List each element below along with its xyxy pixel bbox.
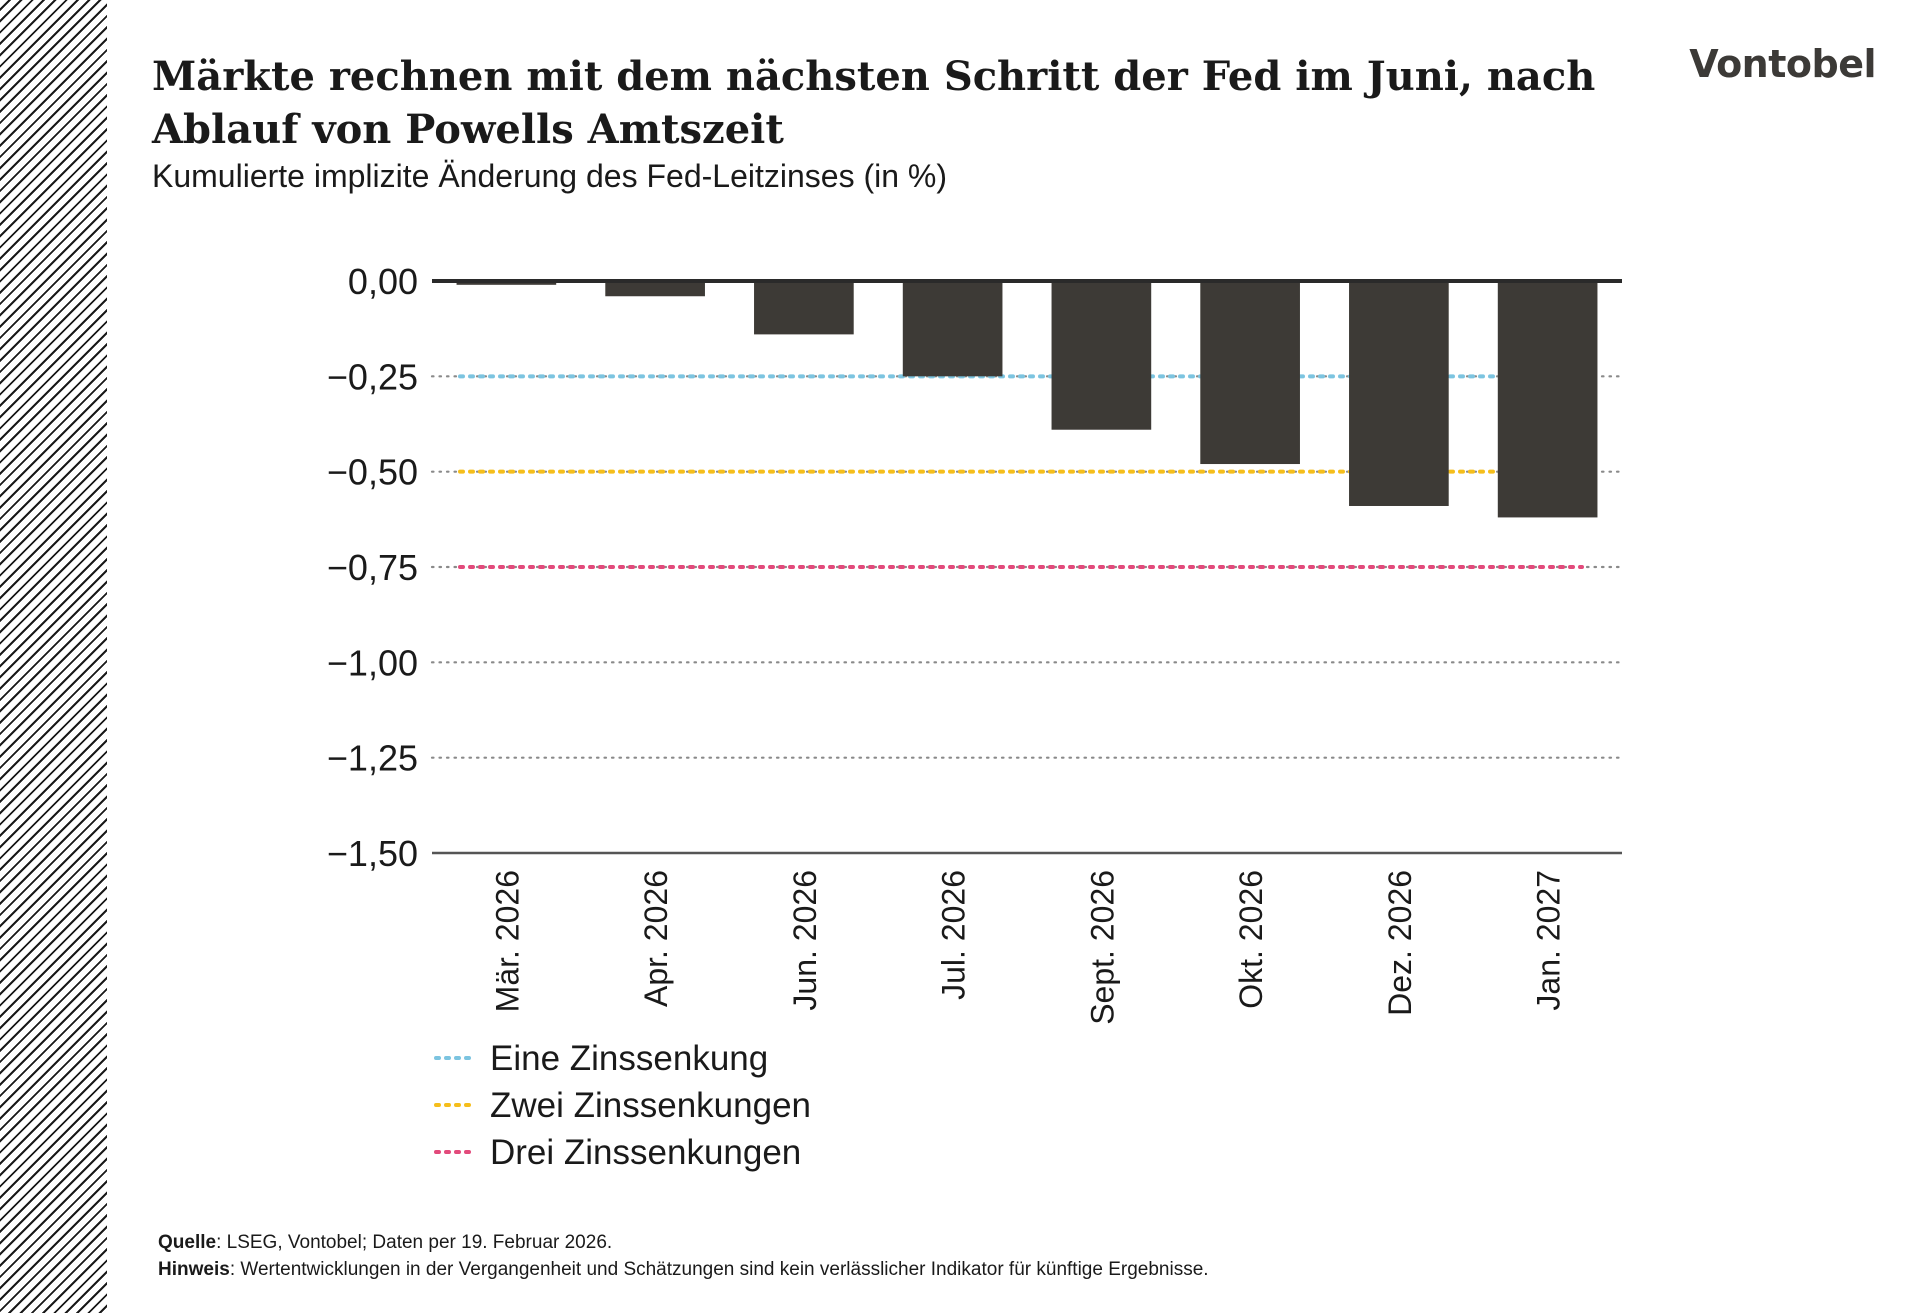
y-tick-label: −1,25	[327, 738, 418, 779]
bar	[1200, 281, 1300, 465]
legend-label: Zwei Zinssenkungen	[490, 1086, 811, 1125]
y-tick-label: −0,25	[327, 356, 418, 397]
x-tick-label: Jul. 2026	[936, 870, 972, 1000]
source-label: Quelle	[158, 1232, 217, 1253]
footnotes: Quelle: LSEG, Vontobel; Daten per 19. Fe…	[158, 1229, 1209, 1283]
vontobel-logo: Vontobel	[1689, 42, 1876, 86]
bar	[605, 281, 705, 297]
x-tick-label: Dez. 2026	[1382, 870, 1418, 1016]
x-tick-label: Jun. 2026	[787, 870, 823, 1011]
bar	[1497, 281, 1598, 518]
bar	[754, 281, 854, 335]
y-tick-label: −1,50	[327, 833, 418, 874]
x-tick-label: Apr. 2026	[638, 870, 674, 1007]
x-tick-label: Mär. 2026	[489, 870, 525, 1012]
bar	[1051, 281, 1152, 430]
y-tick-label: −0,75	[327, 547, 418, 588]
chart-title: Märkte rechnen mit dem nächsten Schritt …	[152, 53, 1596, 153]
note-label: Hinweis	[158, 1259, 230, 1280]
legend-label: Eine Zinssenkung	[490, 1039, 768, 1078]
x-tick-label: Okt. 2026	[1233, 870, 1269, 1009]
chart-subtitle: Kumulierte implizite Änderung des Fed-Le…	[152, 158, 948, 194]
legend-label: Drei Zinssenkungen	[490, 1133, 801, 1172]
y-tick-label: 0,00	[348, 261, 418, 302]
y-tick-label: −1,00	[327, 642, 418, 683]
bar	[1349, 281, 1449, 506]
x-tick-label: Jan. 2027	[1531, 870, 1567, 1011]
note-text: : Wertentwicklungen in der Vergangenheit…	[229, 1259, 1209, 1280]
hatched-side-band	[0, 0, 107, 1313]
source-text: : LSEG, Vontobel; Daten per 19. Februar …	[216, 1232, 613, 1253]
x-tick-label: Sept. 2026	[1084, 870, 1120, 1025]
y-tick-label: −0,50	[327, 452, 418, 493]
disclaimer-note: Hinweis: Wertentwicklungen in der Vergan…	[158, 1256, 1209, 1283]
source-note: Quelle: LSEG, Vontobel; Daten per 19. Fe…	[158, 1229, 1209, 1256]
bar	[902, 281, 1003, 377]
